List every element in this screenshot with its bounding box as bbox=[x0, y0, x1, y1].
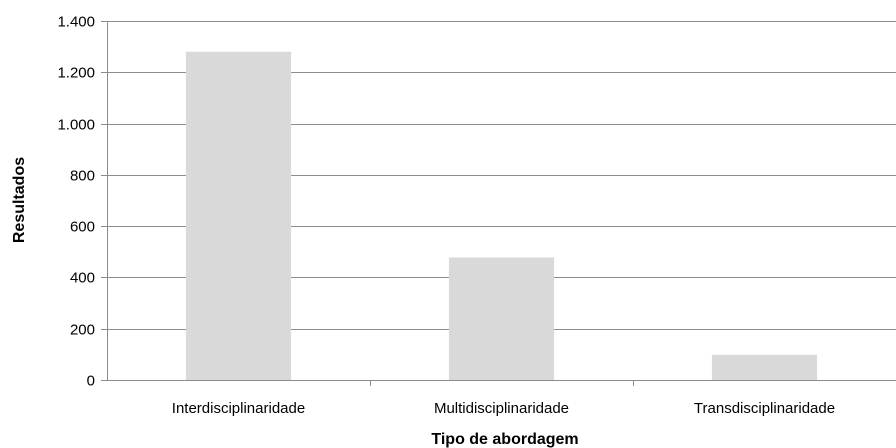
y-tick-label: 800 bbox=[70, 168, 95, 185]
x-axis-title: Tipo de abordagem bbox=[431, 431, 578, 448]
y-tick-label: 1.200 bbox=[57, 65, 95, 82]
y-tick-labels: 0 200 400 600 800 1.000 1.200 1.400 bbox=[57, 14, 95, 390]
y-axis-title: Resultados bbox=[11, 157, 28, 243]
x-tick-label: Transdisciplinaridade bbox=[694, 400, 835, 417]
bar-interdisciplinaridade bbox=[186, 52, 291, 380]
y-tick-label: 1.000 bbox=[57, 117, 95, 134]
y-tick-label: 1.400 bbox=[57, 14, 95, 31]
y-tick-label: 0 bbox=[87, 373, 95, 390]
bar-multidisciplinaridade bbox=[449, 257, 554, 380]
y-tick-label: 200 bbox=[70, 322, 95, 339]
y-tick-label: 400 bbox=[70, 270, 95, 287]
bar-transdisciplinaridade bbox=[712, 355, 817, 380]
x-tick-label: Interdisciplinaridade bbox=[172, 400, 305, 417]
x-tick-label: Multidisciplinaridade bbox=[434, 400, 569, 417]
x-tick-labels: Interdisciplinaridade Multidisciplinarida… bbox=[172, 400, 835, 417]
y-tick-label: 600 bbox=[70, 219, 95, 236]
bars bbox=[186, 52, 817, 380]
